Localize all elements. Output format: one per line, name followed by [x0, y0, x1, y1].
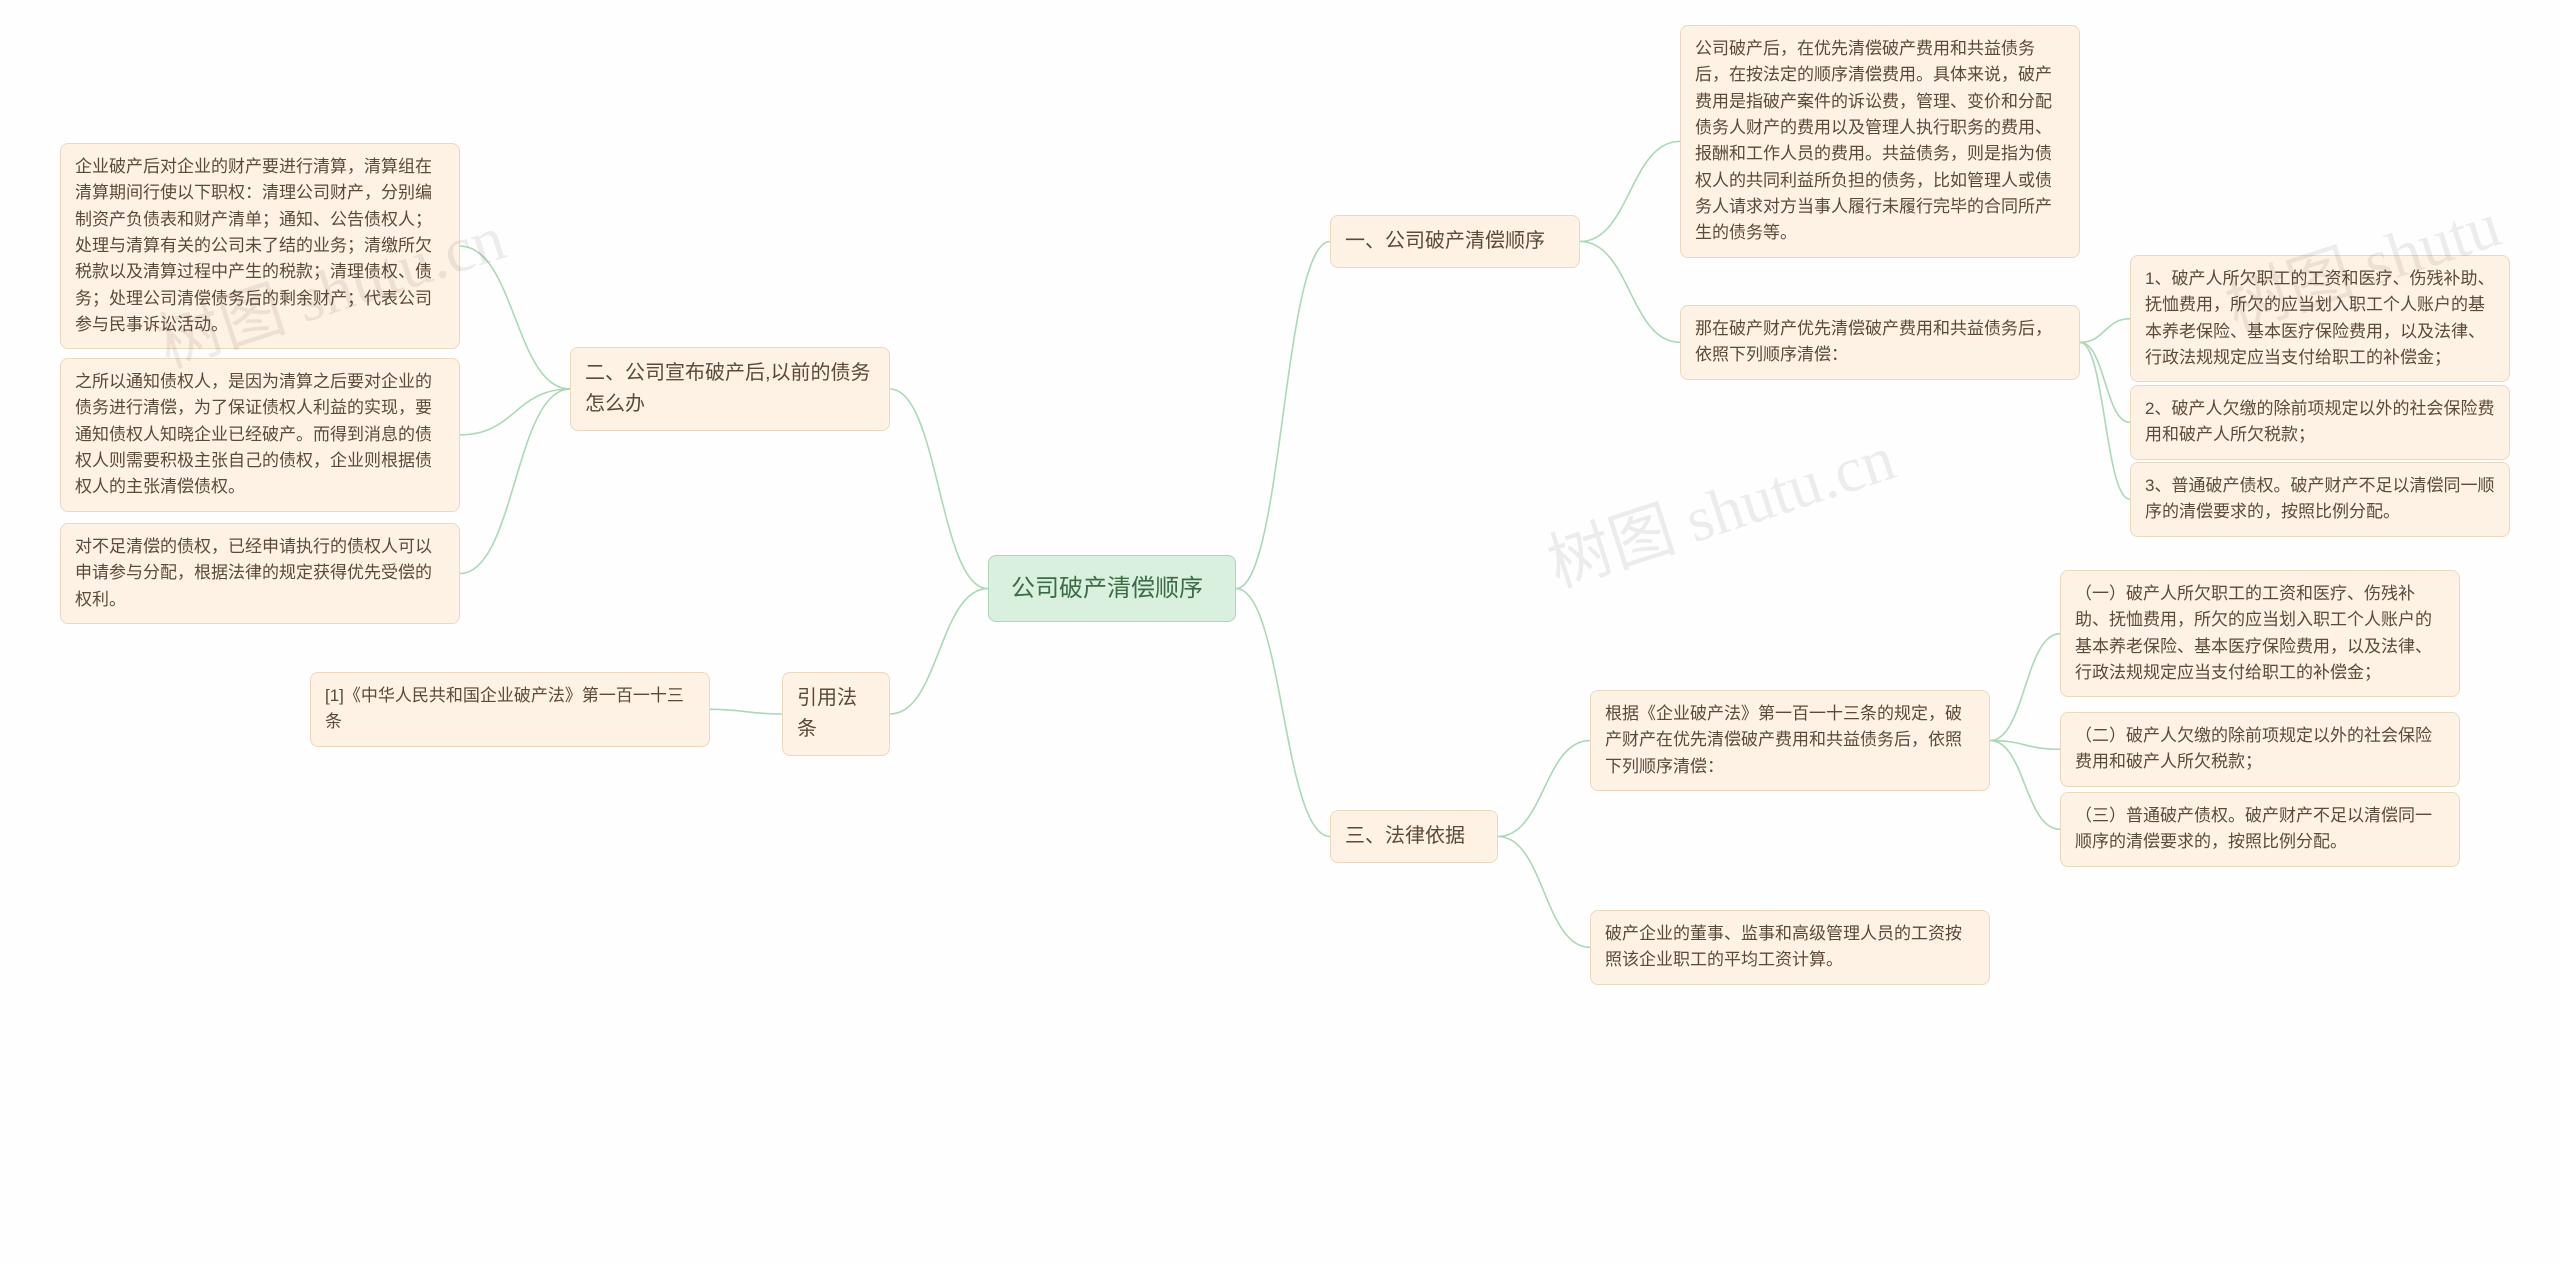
node-r1a[interactable]: 公司破产后，在优先清偿破产费用和共益债务后，在按法定的顺序清偿费用。具体来说，破…: [1680, 25, 2080, 258]
watermark: 树图 shutu.cn: [1535, 407, 1905, 605]
node-l1a[interactable]: 企业破产后对企业的财产要进行清算，清算组在清算期间行使以下职权：清理公司财产，分…: [60, 143, 460, 349]
node-l2a[interactable]: [1]《中华人民共和国企业破产法》第一百一十三条: [310, 672, 710, 747]
node-r2a3[interactable]: （三）普通破产债权。破产财产不足以清偿同一顺序的清偿要求的，按照比例分配。: [2060, 792, 2460, 867]
node-r1[interactable]: 一、公司破产清偿顺序: [1330, 215, 1580, 268]
connector: [2080, 319, 2130, 343]
node-l1c[interactable]: 对不足清偿的债权，已经申请执行的债权人可以申请参与分配，根据法律的规定获得优先受…: [60, 523, 460, 624]
connector: [1498, 741, 1590, 837]
connector: [460, 389, 570, 435]
connector: [1990, 634, 2060, 741]
node-l1b[interactable]: 之所以通知债权人，是因为清算之后要对企业的债务进行清偿，为了保证债权人利益的实现…: [60, 358, 460, 512]
connector: [2080, 342, 2130, 499]
connector: [460, 389, 570, 574]
connector: [890, 389, 988, 589]
connector: [460, 246, 570, 389]
node-r2b[interactable]: 破产企业的董事、监事和高级管理人员的工资按照该企业职工的平均工资计算。: [1590, 910, 1990, 985]
connector: [2080, 342, 2130, 422]
node-r2[interactable]: 三、法律依据: [1330, 810, 1498, 863]
connector: [1580, 242, 1680, 343]
connector: [1236, 589, 1330, 837]
node-r2a2[interactable]: （二）破产人欠缴的除前项规定以外的社会保险费用和破产人所欠税款；: [2060, 712, 2460, 787]
node-r1b3[interactable]: 3、普通破产债权。破产财产不足以清偿同一顺序的清偿要求的，按照比例分配。: [2130, 462, 2510, 537]
connector: [1990, 741, 2060, 830]
node-root[interactable]: 公司破产清偿顺序: [988, 555, 1236, 622]
node-r1b1[interactable]: 1、破产人所欠职工的工资和医疗、伤残补助、抚恤费用，所欠的应当划入职工个人账户的…: [2130, 255, 2510, 382]
node-l1[interactable]: 二、公司宣布破产后,以前的债务怎么办: [570, 347, 890, 431]
node-l2[interactable]: 引用法条: [782, 672, 890, 756]
node-r2a1[interactable]: （一）破产人所欠职工的工资和医疗、伤残补助、抚恤费用，所欠的应当划入职工个人账户…: [2060, 570, 2460, 697]
node-r2a[interactable]: 根据《企业破产法》第一百一十三条的规定，破产财产在优先清偿破产费用和共益债务后，…: [1590, 690, 1990, 791]
connector: [1236, 242, 1330, 589]
connector: [890, 589, 988, 714]
connector: [1990, 741, 2060, 750]
connector: [1498, 837, 1590, 948]
connector: [710, 709, 782, 714]
node-r1b2[interactable]: 2、破产人欠缴的除前项规定以外的社会保险费用和破产人所欠税款；: [2130, 385, 2510, 460]
connector: [1580, 141, 1680, 241]
node-r1b[interactable]: 那在破产财产优先清偿破产费用和共益债务后，依照下列顺序清偿：: [1680, 305, 2080, 380]
